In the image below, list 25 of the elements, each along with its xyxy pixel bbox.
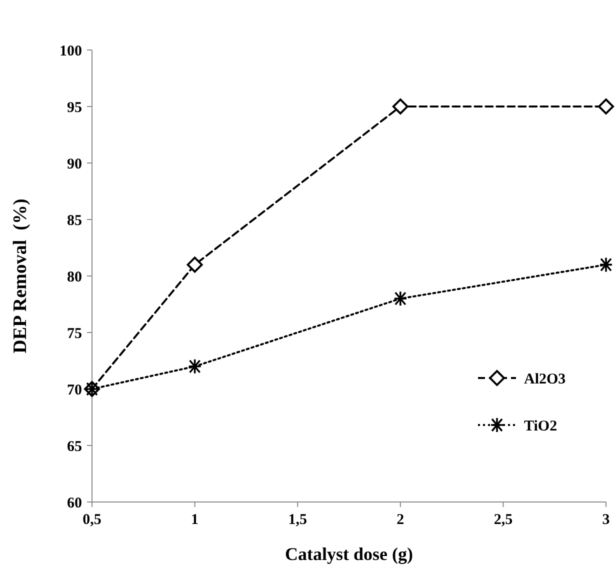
point — [599, 256, 613, 273]
point — [186, 256, 203, 273]
legend-label: TiO2 — [524, 418, 558, 434]
legend-label: Al2O3 — [524, 371, 566, 388]
x-tick-label: 3 — [602, 512, 610, 528]
point — [188, 358, 202, 374]
point — [392, 98, 408, 114]
y-axis-title: DEP Removal (%) — [10, 198, 31, 354]
y-tick-label: 60 — [67, 495, 82, 512]
y-tick-label: 100 — [60, 43, 82, 60]
point — [394, 290, 408, 306]
x-tick-label: 0,5 — [82, 512, 102, 528]
y-tick-label: 85 — [67, 212, 82, 229]
x-tick-label: 1 — [191, 512, 199, 528]
y-tick-label: 95 — [67, 100, 82, 116]
x-tick-label: 2,5 — [494, 512, 513, 528]
y-tick-label: 90 — [67, 156, 82, 172]
y-tick-label: 70 — [67, 382, 82, 398]
x-axis-title: Catalyst dose (g) — [285, 544, 413, 564]
y-tick-label: 80 — [67, 269, 82, 286]
y-tick-label: 65 — [67, 438, 82, 455]
x-tick-label: 1,5 — [288, 512, 307, 528]
y-tick-label: 75 — [67, 326, 82, 342]
x-tick-label: 2 — [396, 512, 404, 528]
point — [598, 98, 614, 114]
